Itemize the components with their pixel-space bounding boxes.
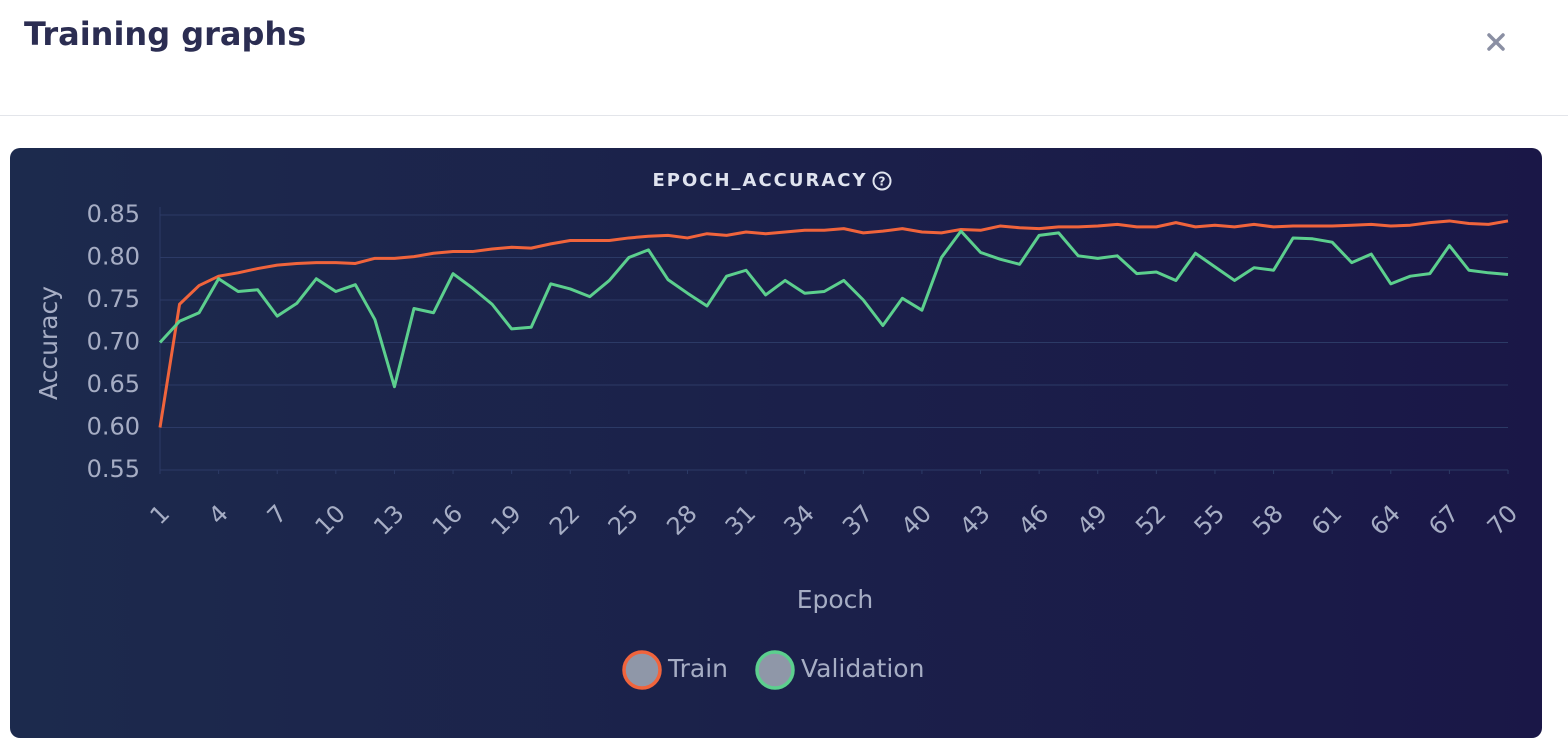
x-tick-label: 67 — [1423, 499, 1464, 540]
x-tick-label: 61 — [1306, 499, 1347, 540]
legend-label: Validation — [801, 654, 924, 683]
x-tick-label: 10 — [310, 499, 351, 540]
x-tick-label: 31 — [720, 499, 761, 540]
x-tick-label: 28 — [661, 499, 702, 540]
x-tick-label: 58 — [1247, 499, 1288, 540]
legend-swatch — [755, 650, 795, 690]
chart: Training graphs EPOCH_ACCURACY ? Epoch A… — [24, 15, 1523, 690]
y-axis-label: Accuracy — [34, 286, 63, 400]
x-tick-label: 13 — [368, 499, 409, 540]
x-tick-label: 64 — [1365, 499, 1406, 540]
x-tick-label: 25 — [603, 499, 644, 540]
x-tick-label: 34 — [778, 499, 819, 540]
y-tick-label: 0.65 — [87, 370, 140, 398]
x-tick-label: 46 — [1013, 499, 1054, 540]
svg-text:?: ? — [879, 175, 886, 189]
legend-label: Train — [667, 654, 728, 683]
y-tick-label: 0.60 — [87, 413, 140, 441]
x-tick-label: 43 — [954, 499, 995, 540]
page: Training graphs EPOCH_ACCURACY ? Epoch A… — [0, 15, 1568, 738]
chart-title: EPOCH_ACCURACY — [652, 170, 867, 191]
x-tick-label: 4 — [203, 499, 234, 530]
x-axis-label: Epoch — [797, 585, 874, 614]
x-tick-label: 19 — [485, 499, 526, 540]
help-icon[interactable]: ? — [872, 171, 892, 191]
y-tick-label: 0.80 — [87, 243, 140, 271]
x-tick-label: 49 — [1072, 499, 1113, 540]
x-tick-label: 52 — [1130, 499, 1171, 540]
series-line — [158, 229, 1509, 389]
x-tick-label: 22 — [544, 499, 585, 540]
close-button[interactable] — [1487, 33, 1505, 51]
x-tick-label: 55 — [1189, 499, 1230, 540]
x-tick-label: 70 — [1482, 499, 1523, 540]
header-title: Training graphs — [24, 15, 306, 53]
series-line — [158, 219, 1509, 428]
y-tick-label: 0.70 — [87, 328, 140, 356]
x-tick-label: 1 — [145, 499, 176, 530]
x-tick-label: 7 — [262, 499, 293, 530]
x-tick-label: 40 — [896, 499, 937, 540]
y-tick-label: 0.55 — [87, 455, 140, 483]
x-tick-label: 16 — [427, 499, 468, 540]
x-tick-label: 37 — [837, 499, 878, 540]
divider — [0, 115, 1568, 116]
y-tick-label: 0.75 — [87, 285, 140, 313]
legend-swatch — [622, 650, 662, 690]
y-tick-label: 0.85 — [87, 200, 140, 228]
